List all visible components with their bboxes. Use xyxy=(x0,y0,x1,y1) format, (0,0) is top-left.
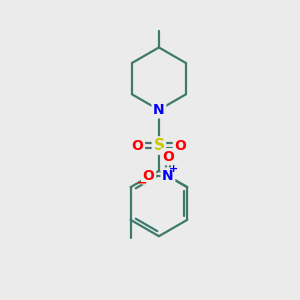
Text: O: O xyxy=(174,139,186,152)
Text: O: O xyxy=(143,169,154,183)
Text: S: S xyxy=(153,138,164,153)
Text: +: + xyxy=(169,164,178,175)
Text: N: N xyxy=(153,103,165,117)
Text: N: N xyxy=(162,169,174,183)
Text: O: O xyxy=(132,139,143,152)
Text: −: − xyxy=(137,176,147,189)
Text: O: O xyxy=(162,150,174,164)
